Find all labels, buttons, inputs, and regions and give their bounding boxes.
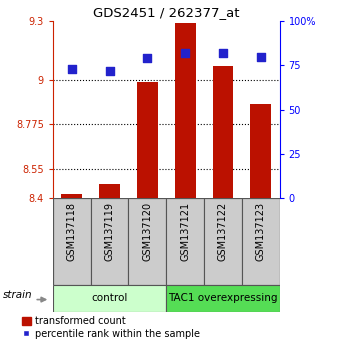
- Bar: [129, 198, 166, 285]
- Bar: [99, 184, 120, 198]
- Text: GSM137123: GSM137123: [256, 202, 266, 261]
- Bar: [212, 67, 233, 198]
- Bar: [61, 194, 82, 198]
- Bar: [166, 285, 280, 312]
- Point: [182, 50, 188, 56]
- Point: [258, 54, 264, 59]
- Legend: transformed count, percentile rank within the sample: transformed count, percentile rank withi…: [22, 316, 199, 339]
- Text: GSM137120: GSM137120: [142, 202, 152, 261]
- Bar: [175, 23, 195, 198]
- Bar: [91, 198, 129, 285]
- Text: control: control: [91, 293, 128, 303]
- Text: TAC1 overexpressing: TAC1 overexpressing: [168, 293, 278, 303]
- Point: [145, 56, 150, 61]
- Point: [107, 68, 112, 74]
- Text: strain: strain: [3, 290, 32, 300]
- Bar: [166, 198, 204, 285]
- Bar: [137, 82, 158, 198]
- Text: GSM137118: GSM137118: [67, 202, 77, 261]
- Bar: [242, 198, 280, 285]
- Text: GSM137121: GSM137121: [180, 202, 190, 261]
- Point: [220, 50, 226, 56]
- Bar: [204, 198, 242, 285]
- Bar: [250, 104, 271, 198]
- Point: [69, 66, 74, 72]
- Bar: [53, 285, 166, 312]
- Bar: [53, 198, 91, 285]
- Title: GDS2451 / 262377_at: GDS2451 / 262377_at: [93, 6, 239, 19]
- Text: GSM137122: GSM137122: [218, 202, 228, 261]
- Text: GSM137119: GSM137119: [105, 202, 115, 261]
